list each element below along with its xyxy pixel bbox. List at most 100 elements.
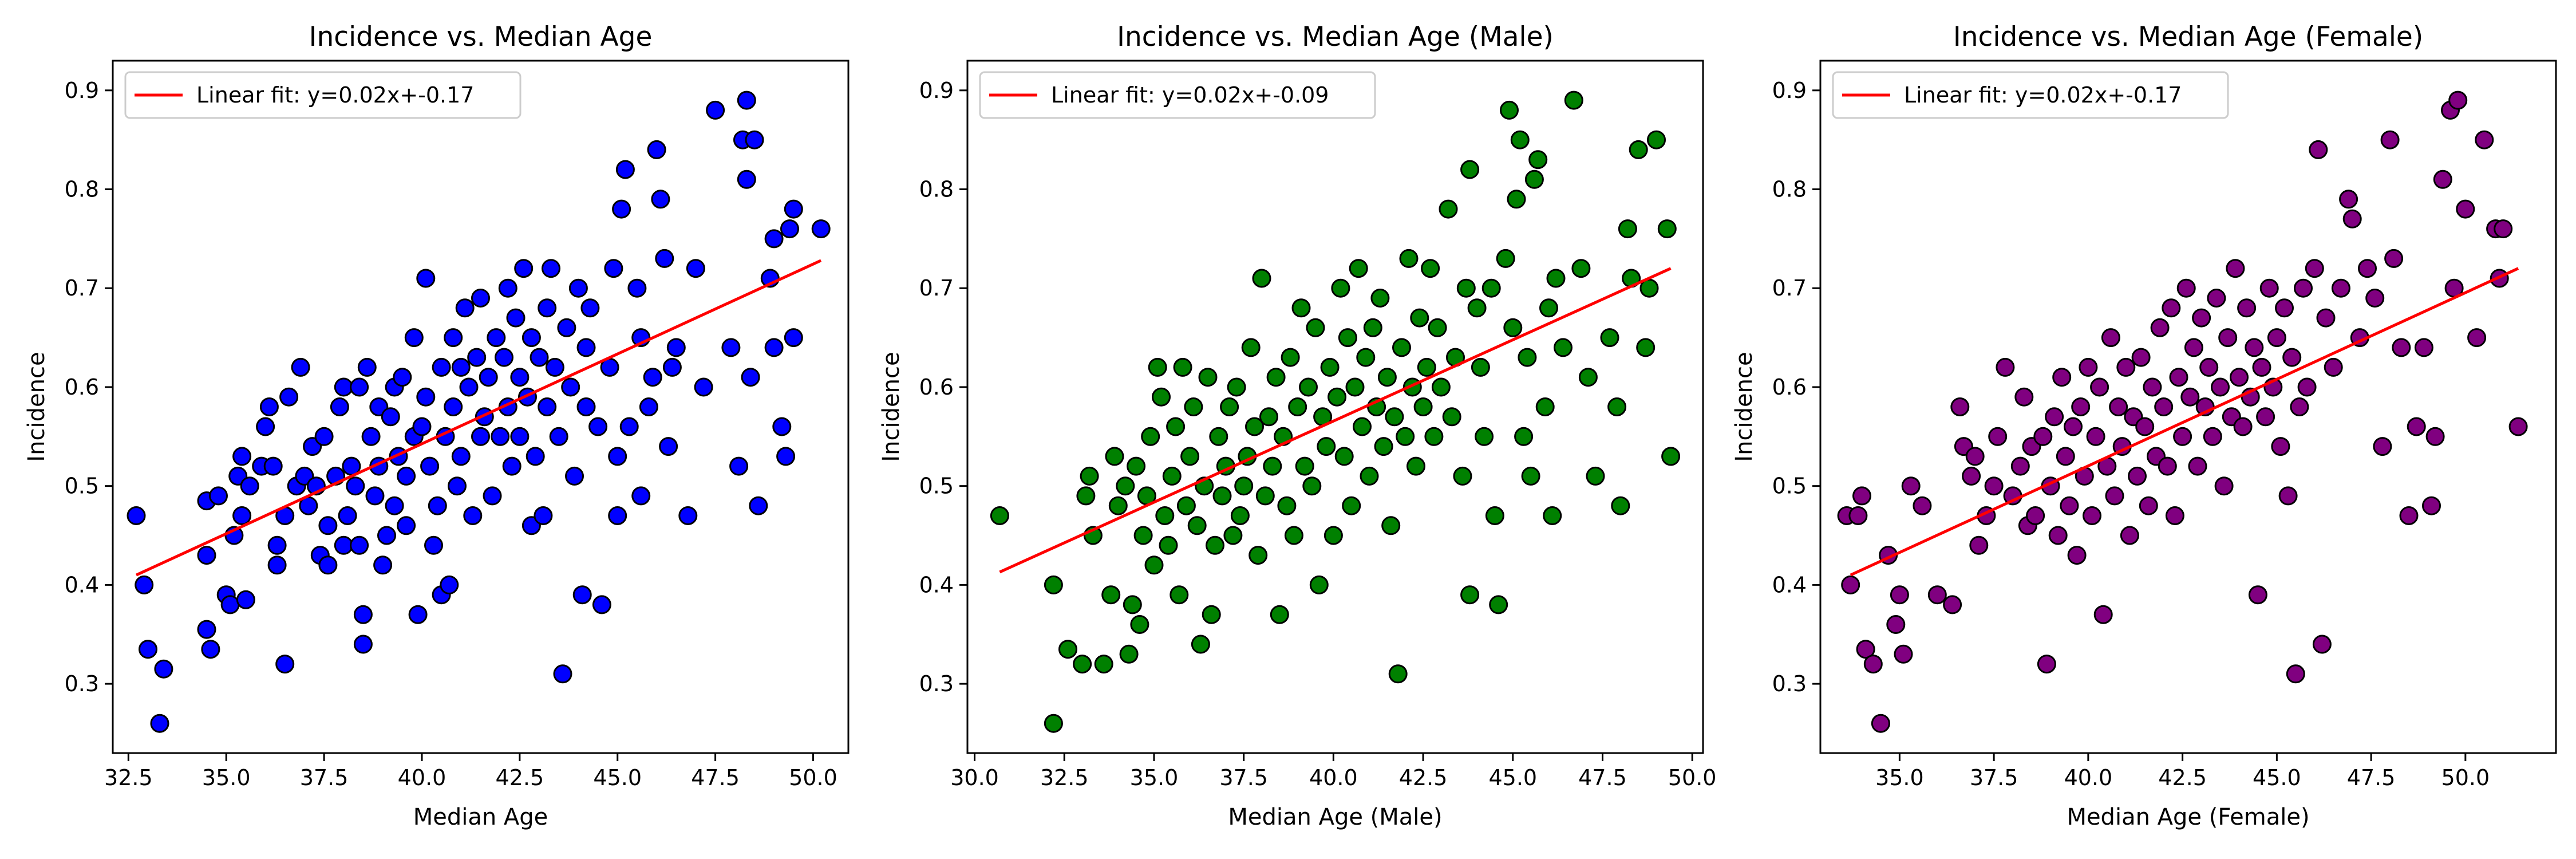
scatter-point [139,640,157,659]
scatter-point [2211,377,2230,397]
scatter-point [1284,526,1303,545]
scatter-point [2131,348,2151,367]
scatter-point [2309,140,2328,159]
scatter-point [381,407,400,427]
scatter-point [1453,466,1472,486]
scatter-point [432,357,451,377]
scatter-point [2259,278,2279,298]
x-tick-label: 47.5 [2347,765,2396,790]
scatter-point [1377,368,1397,387]
scatter-point [1076,486,1096,506]
scatter-point [483,486,502,506]
scatter-point [1123,595,1142,614]
scatter-point [2173,427,2192,446]
scatter-point [451,357,471,377]
x-tick-label: 37.5 [1219,765,1268,790]
scatter-point [514,259,534,278]
y-tick-label: 0.6 [65,375,99,400]
scatter-point [1856,640,1875,659]
x-tick-label: 32.5 [104,765,153,790]
x-tick-label: 40.0 [2064,765,2113,790]
scatter-point [487,328,506,348]
scatter-point [1413,397,1433,416]
scatter-point [2248,585,2267,605]
scatter-point [2331,278,2350,298]
scatter-point [2120,526,2139,545]
scatter-point [2425,427,2445,446]
scatter-point [647,140,666,159]
x-tick-label: 37.5 [300,765,349,790]
scatter-point [2192,308,2211,328]
scatter-point [1080,466,1099,486]
scatter-point [2226,259,2245,278]
scatter-point [424,535,443,555]
scatter-point [1349,259,1368,278]
y-tick-label: 0.8 [1772,177,1807,202]
scatter-point [1431,377,1451,397]
scatter-point [377,526,396,545]
scatter-point [197,620,216,639]
scatter-point [1148,357,1167,377]
plot-frame [112,60,850,754]
x-axis-label: Median Age [413,804,548,830]
scatter-point [1894,644,1913,664]
scatter-point [741,368,760,387]
scatter-point [2407,417,2426,436]
scatter-point [318,516,338,535]
scatter-points [990,90,1681,733]
scatter-point [776,447,796,466]
scatter-point [1105,447,1124,466]
scatter-point [451,447,471,466]
scatter-point [1058,640,1077,659]
scatter-point [420,456,440,476]
scatter-point [2083,506,2101,525]
scatter-point [2275,298,2294,318]
scatter-point [2508,417,2528,436]
scatter-point [565,466,584,486]
scatter-point [1320,357,1340,377]
scatter-point [1410,308,1429,328]
scatter-point [1392,338,1411,357]
scatter-point [1496,249,1515,268]
scatter-point [1863,655,1883,674]
scatter-point [1220,397,1239,416]
y-tick-label: 0.4 [919,572,954,597]
scatter-point [1288,397,1307,416]
x-tick-label: 47.5 [1578,765,1627,790]
scatter-point [279,387,299,407]
scatter-point [510,427,530,446]
scatter-point [2116,357,2136,377]
x-tick-label: 35.0 [1875,765,1924,790]
scatter-point [1360,466,1379,486]
scatter-point [1984,476,2004,496]
scatter-point [639,397,658,416]
scatter-point [780,219,799,239]
scatter-point [1327,387,1347,407]
scatter-point [576,338,596,357]
scatter-point [1353,417,1372,436]
scatter-point [2135,417,2155,436]
scatter-point [1299,377,1318,397]
x-tick-label: 35.0 [202,765,251,790]
scatter-point [2384,249,2404,268]
scatter-point [2414,338,2433,357]
scatter-point [365,486,385,506]
scatter-point [2433,170,2452,189]
y-tick-label: 0.5 [919,474,954,499]
scatter-point [2207,289,2226,308]
scatter-point [2026,506,2045,525]
scatter-point [263,456,283,476]
scatter-point [1406,456,1425,476]
scatter-point [2494,219,2513,239]
x-tick-label: 37.5 [1970,765,2018,790]
scatter-point [1636,338,1656,357]
scatter-point [1101,585,1121,605]
scatter-point [678,506,698,525]
scatter-point [604,259,623,278]
y-tick-label: 0.8 [65,177,99,202]
scatter-point [416,269,436,288]
scatter-point [1166,417,1186,436]
scatter-point [1421,259,1440,278]
scatter-point [1281,348,1300,367]
scatter-point [330,397,349,416]
